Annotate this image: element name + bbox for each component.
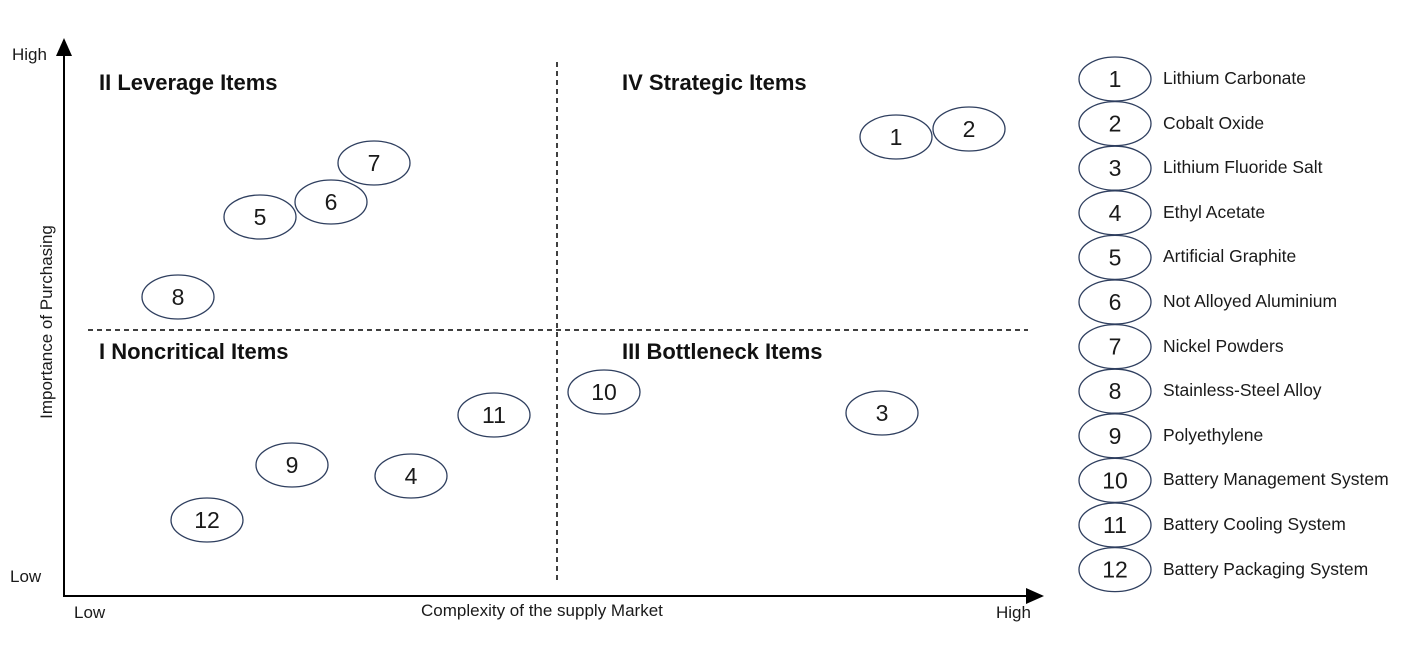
bubble-number: 12 <box>1102 557 1128 583</box>
plot-bubble-9: 9 <box>255 442 329 488</box>
bubble-number: 11 <box>1103 512 1127 538</box>
plot-bubble-4: 4 <box>374 453 448 499</box>
plot-bubble-5: 5 <box>223 194 297 240</box>
y-axis-title: Importance of Purchasing <box>37 225 56 419</box>
bubble-number: 8 <box>172 284 185 310</box>
legend-bubble-9: 9 <box>1078 413 1152 459</box>
legend-bubble-11: 11 <box>1078 502 1152 548</box>
legend-bubble-6: 6 <box>1078 279 1152 325</box>
legend-label-2: Cobalt Oxide <box>1163 112 1265 133</box>
legend-label-7: Nickel Powders <box>1163 335 1284 356</box>
plot-bubble-3: 3 <box>845 390 919 436</box>
bubble-number: 7 <box>368 150 381 176</box>
bubble-number: 5 <box>254 204 267 230</box>
bubble-ellipse <box>845 390 919 436</box>
bubble-ellipse <box>1078 546 1152 593</box>
plot-bubble-2: 2 <box>932 106 1006 152</box>
x-axis-high-label: High <box>996 603 1031 622</box>
bubble-ellipse <box>255 442 329 488</box>
plot-bubble-11: 11 <box>457 392 531 438</box>
bubble-number: 12 <box>194 507 220 533</box>
bubble-number: 6 <box>325 189 338 215</box>
legend-label-4: Ethyl Acetate <box>1163 201 1266 222</box>
legend-bubble-1: 1 <box>1078 56 1152 102</box>
bubble-ellipse <box>932 106 1006 152</box>
bubble-number: 6 <box>1109 289 1122 315</box>
bubble-number: 3 <box>876 400 889 426</box>
bubble-number: 9 <box>286 452 299 478</box>
plot-bubble-8: 8 <box>141 274 215 320</box>
legend-label-8: Stainless-Steel Alloy <box>1163 380 1322 401</box>
legend-label-12: Battery Packaging System <box>1163 558 1369 579</box>
legend-bubble-10: 10 <box>1078 457 1152 504</box>
plot-bubble-10: 10 <box>567 369 641 415</box>
legend-bubble-3: 3 <box>1078 145 1152 191</box>
legend-label-1: Lithium Carbonate <box>1163 68 1306 88</box>
bubble-number: 9 <box>1109 423 1122 449</box>
bubble-ellipse <box>457 392 531 438</box>
legend-bubble-8: 8 <box>1078 368 1152 414</box>
bubble-ellipse <box>567 369 641 415</box>
x-axis-low-label: Low <box>74 603 106 622</box>
y-axis-low-label: Low <box>10 567 42 586</box>
bubble-ellipse <box>859 114 933 160</box>
bubble-number: 1 <box>1109 66 1122 92</box>
bubble-number: 2 <box>963 116 976 142</box>
plot-bubble-7: 7 <box>337 140 411 186</box>
bubble-number: 10 <box>1102 467 1128 493</box>
legend-label-10: Battery Management System <box>1163 469 1389 490</box>
bubble-ellipse <box>223 194 297 240</box>
legend-bubble-2: 2 <box>1078 100 1152 147</box>
legend-label-9: Polyethylene <box>1163 424 1264 445</box>
bubble-ellipse <box>141 274 215 320</box>
bubble-number: 1 <box>890 124 903 150</box>
plot-bubble-6: 6 <box>294 179 368 225</box>
plot-bubble-12: 12 <box>170 497 244 543</box>
legend-label-5: Artificial Graphite <box>1163 246 1297 267</box>
bubble-ellipse <box>294 179 368 225</box>
bubble-number: 8 <box>1109 378 1122 404</box>
legend-label-11: Battery Cooling System <box>1163 514 1346 534</box>
bubble-number: 2 <box>1109 111 1122 137</box>
legend-bubble-7: 7 <box>1078 323 1152 370</box>
bubble-number: 3 <box>1109 155 1122 181</box>
quadrant-title-strategic: IV Strategic Items <box>622 70 807 95</box>
bubble-ellipse <box>337 140 411 186</box>
bubble-number: 7 <box>1109 334 1122 360</box>
bubble-ellipse <box>170 497 244 543</box>
legend-bubble-12: 12 <box>1078 546 1152 593</box>
bubble-ellipse <box>374 453 448 499</box>
x-axis-title: Complexity of the supply Market <box>421 601 663 620</box>
quadrant-title-noncritical: I Noncritical Items <box>99 339 289 364</box>
quadrant-title-bottleneck: III Bottleneck Items <box>622 339 823 364</box>
legend-bubble-5: 5 <box>1078 234 1152 281</box>
bubble-number: 11 <box>482 402 506 428</box>
bubble-number: 4 <box>1109 200 1122 226</box>
quadrant-title-leverage: II Leverage Items <box>99 70 278 95</box>
y-axis-high-label: High <box>12 45 47 64</box>
legend-label-3: Lithium Fluoride Salt <box>1163 157 1323 178</box>
bubble-number: 4 <box>405 463 418 489</box>
plot-bubble-1: 1 <box>859 114 933 160</box>
legend-label-6: Not Alloyed Aluminium <box>1163 291 1338 311</box>
legend-bubble-4: 4 <box>1078 190 1152 236</box>
bubble-number: 10 <box>591 379 617 405</box>
bubble-number: 5 <box>1109 244 1122 270</box>
